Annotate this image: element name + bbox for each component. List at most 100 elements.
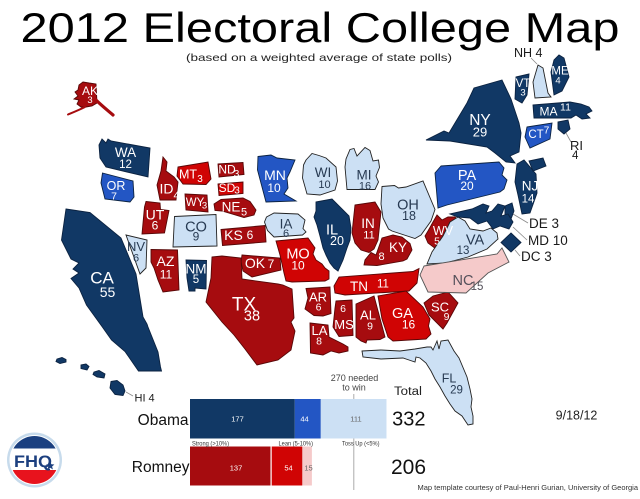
svg-text:OH: OH — [397, 198, 419, 214]
svg-text:KY: KY — [389, 240, 407, 255]
svg-text:12: 12 — [119, 159, 132, 171]
svg-text:6: 6 — [247, 228, 254, 242]
svg-text:206: 206 — [391, 456, 426, 479]
svg-text:DE 3: DE 3 — [529, 216, 559, 231]
svg-text:MT: MT — [179, 168, 197, 182]
svg-text:2012 Electoral College Map: 2012 Electoral College Map — [21, 4, 620, 51]
svg-text:137: 137 — [230, 464, 243, 473]
svg-text:KS: KS — [224, 227, 243, 243]
svg-text:11: 11 — [363, 230, 374, 242]
svg-text:SC: SC — [431, 300, 449, 315]
svg-text:Map template courtesy of Paul-: Map template courtesy of Paul-Henri Guri… — [417, 483, 638, 492]
svg-text:3: 3 — [197, 174, 203, 185]
svg-text:20: 20 — [330, 234, 344, 248]
svg-text:WI: WI — [315, 165, 332, 180]
svg-text:NV: NV — [127, 239, 145, 254]
svg-text:OR: OR — [107, 179, 126, 193]
svg-text:TX: TX — [232, 295, 257, 316]
svg-text:6: 6 — [133, 253, 139, 265]
svg-text:NE: NE — [222, 200, 241, 215]
svg-text:FHQ: FHQ — [14, 453, 52, 471]
svg-text:20: 20 — [460, 179, 474, 193]
svg-text:GA: GA — [392, 306, 413, 322]
svg-text:4: 4 — [555, 76, 560, 87]
svg-text:OK: OK — [245, 255, 266, 271]
svg-text:3: 3 — [520, 88, 525, 99]
svg-text:Romney: Romney — [132, 459, 190, 476]
svg-text:9/18/12: 9/18/12 — [556, 409, 598, 423]
svg-text:6: 6 — [340, 303, 346, 315]
svg-text:18: 18 — [402, 209, 416, 223]
svg-text:NY: NY — [469, 112, 491, 129]
svg-text:Total: Total — [394, 386, 422, 398]
svg-text:ME: ME — [551, 66, 569, 78]
svg-text:270 needed: 270 needed — [331, 373, 379, 383]
svg-text:11: 11 — [377, 279, 389, 291]
svg-text:38: 38 — [244, 309, 260, 325]
svg-text:HI 4: HI 4 — [135, 393, 155, 405]
svg-text:CO: CO — [185, 220, 207, 236]
svg-text:177: 177 — [231, 415, 244, 424]
svg-text:MA: MA — [540, 105, 558, 119]
svg-text:VT: VT — [516, 78, 531, 90]
svg-text:5: 5 — [241, 207, 247, 219]
svg-text:13: 13 — [457, 245, 470, 257]
svg-text:IA: IA — [280, 217, 293, 232]
svg-text:15: 15 — [304, 464, 312, 473]
svg-text:(based on a weighted average o: (based on a weighted average of state po… — [186, 52, 452, 64]
svg-text:CT: CT — [528, 129, 543, 141]
svg-text:9: 9 — [193, 230, 200, 244]
svg-text:NM: NM — [186, 262, 207, 277]
svg-text:5: 5 — [193, 274, 199, 286]
svg-text:54: 54 — [284, 464, 292, 473]
svg-text:SD: SD — [219, 181, 236, 195]
svg-text:NJ: NJ — [522, 179, 539, 194]
svg-text:TN: TN — [350, 279, 368, 294]
svg-text:IL: IL — [326, 223, 338, 239]
svg-text:11: 11 — [160, 268, 173, 282]
svg-text:ID: ID — [160, 181, 174, 197]
svg-text:11: 11 — [560, 102, 571, 114]
svg-text:15: 15 — [471, 281, 484, 293]
svg-text:6: 6 — [152, 219, 159, 233]
svg-text:CA: CA — [90, 269, 114, 288]
svg-text:MS: MS — [334, 317, 354, 332]
svg-text:MN: MN — [264, 167, 286, 183]
svg-text:DC 3: DC 3 — [521, 249, 552, 264]
svg-text:55: 55 — [100, 284, 116, 300]
svg-text:LA: LA — [312, 323, 328, 338]
svg-text:AZ: AZ — [157, 253, 175, 269]
svg-text:UT: UT — [146, 207, 165, 223]
svg-text:10: 10 — [267, 181, 281, 195]
svg-text:RI: RI — [570, 138, 583, 153]
svg-text:NC: NC — [453, 273, 474, 289]
svg-text:7: 7 — [544, 126, 550, 137]
svg-text:AK: AK — [82, 84, 98, 98]
svg-text:FL: FL — [442, 372, 457, 386]
svg-text:3: 3 — [87, 95, 92, 106]
svg-text:44: 44 — [300, 415, 308, 424]
svg-text:4: 4 — [173, 190, 179, 202]
svg-text:NH 4: NH 4 — [514, 46, 543, 60]
svg-text:3: 3 — [202, 201, 207, 212]
svg-text:7: 7 — [111, 191, 117, 203]
svg-text:Lean (5-10%): Lean (5-10%) — [279, 441, 314, 448]
svg-text:VA: VA — [466, 233, 485, 249]
svg-text:3: 3 — [234, 186, 240, 197]
svg-text:5: 5 — [434, 236, 440, 248]
svg-text:8: 8 — [378, 251, 384, 263]
svg-text:14: 14 — [522, 194, 535, 206]
svg-text:AR: AR — [309, 290, 327, 305]
svg-text:AL: AL — [360, 308, 376, 323]
svg-text:MI: MI — [357, 168, 372, 183]
svg-text:8: 8 — [316, 336, 322, 348]
svg-text:MD 10: MD 10 — [528, 233, 568, 248]
svg-text:10: 10 — [291, 259, 305, 273]
svg-text:Strong (>10%): Strong (>10%) — [192, 441, 229, 448]
svg-text:ND: ND — [218, 163, 236, 177]
svg-text:7: 7 — [268, 257, 275, 271]
svg-text:WA: WA — [115, 145, 136, 160]
svg-text:29: 29 — [450, 385, 463, 397]
svg-text:4: 4 — [572, 150, 579, 162]
svg-text:WV: WV — [433, 224, 454, 238]
